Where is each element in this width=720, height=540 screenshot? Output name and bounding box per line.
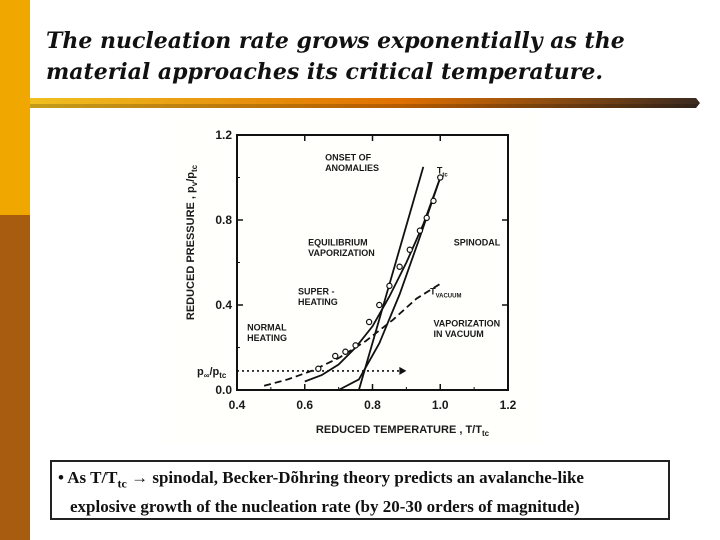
- y-tick-label: 0.8: [215, 213, 232, 227]
- arrowhead-icon: [399, 366, 407, 375]
- series-line-spinodal: [311, 177, 442, 391]
- title-line-2: material approaches its critical tempera…: [46, 59, 604, 85]
- annotation-label: SUPER -: [298, 286, 335, 296]
- annotation-label: Ttc: [437, 165, 448, 178]
- chart-panel: 0.4 0.6 0.8 1.0 1.2 0.0 0.4 0.8 1.2 REDUCED TEMPE…: [162, 113, 540, 443]
- y-tick-label: 1.2: [215, 128, 232, 142]
- annotation-label: HEATING: [247, 333, 287, 343]
- x-tick-label: 0.8: [364, 398, 381, 412]
- slide-title: The nucleation rate grows exponentially …: [46, 26, 706, 88]
- accent-bar-orange: [0, 0, 30, 215]
- x-axis-label: REDUCED TEMPERATURE , T/Ttc: [316, 424, 490, 438]
- data-point: [423, 214, 430, 222]
- data-point: [365, 318, 373, 326]
- annotation-label: IN VACUUM: [433, 329, 483, 339]
- data-point: [342, 348, 349, 355]
- data-point: [315, 365, 322, 372]
- caption-prefix: As T/T: [67, 468, 118, 487]
- caption-line-1: • As T/Ttc → spinodal, Becker-Dõhring th…: [58, 466, 662, 495]
- caption-sub: tc: [117, 476, 127, 491]
- x-tick-label: 1.0: [432, 398, 449, 412]
- x-tick-label: 0.4: [229, 398, 246, 412]
- data-point: [430, 197, 437, 205]
- series-line-equilibrium-vaporization: [304, 177, 442, 383]
- data-point: [386, 282, 393, 290]
- data-point: [332, 352, 339, 360]
- y-axis-label: REDUCED PRESSURE , pv/ptc: [185, 164, 199, 320]
- annotation-label: TVACUUM: [430, 286, 461, 299]
- annotation-label: EQUILIBRIUM: [308, 238, 368, 248]
- data-point: [416, 227, 424, 234]
- annotation-label: ANOMALIES: [325, 163, 379, 173]
- x-tick-label: 0.6: [296, 398, 313, 412]
- annotation-label: VAPORIZATION: [433, 318, 500, 328]
- annotation-label: VAPORIZATION: [308, 248, 375, 258]
- data-point: [406, 246, 413, 253]
- annotation-label: HEATING: [298, 297, 338, 307]
- accent-bar-brown: [0, 215, 30, 540]
- pinf-label: p∞/ptc: [197, 366, 227, 380]
- data-point: [437, 174, 444, 181]
- plot-frame: [236, 134, 509, 391]
- annotation-label: SPINODAL: [454, 238, 501, 248]
- arrow-icon: →: [131, 468, 149, 487]
- series-line-vaporization-in-vacuum: [263, 283, 441, 387]
- series-line-onset-of-anomalies: [358, 166, 425, 391]
- data-point: [352, 342, 359, 349]
- title-line-1: The nucleation rate grows exponentially …: [46, 28, 625, 54]
- caption-line-2: explosive growth of the nucleation rate …: [70, 497, 580, 517]
- caption-rest: spinodal, Becker-Dõhring theory predicts…: [148, 468, 584, 487]
- title-rule: [30, 98, 700, 108]
- x-tick-label: 1.2: [500, 398, 517, 412]
- y-tick-label: 0.0: [215, 383, 232, 397]
- caption-bullet: •: [58, 468, 64, 487]
- data-point: [376, 301, 383, 309]
- data-point: [396, 263, 403, 270]
- annotation-label: ONSET OF: [325, 153, 372, 163]
- y-tick-label: 0.4: [215, 298, 232, 312]
- caption-box: • As T/Ttc → spinodal, Becker-Dõhring th…: [50, 460, 670, 520]
- annotation-label: NORMAL: [247, 323, 287, 333]
